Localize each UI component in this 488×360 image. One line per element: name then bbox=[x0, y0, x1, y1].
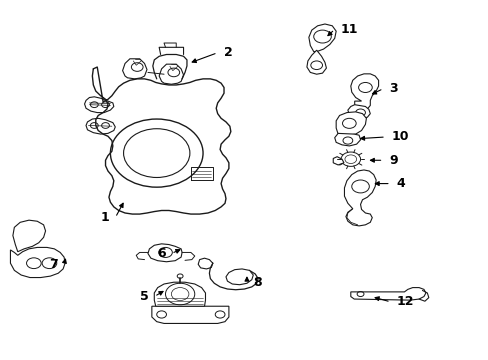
Polygon shape bbox=[350, 288, 425, 300]
Polygon shape bbox=[306, 50, 326, 74]
Text: 6: 6 bbox=[157, 247, 165, 260]
Polygon shape bbox=[13, 220, 45, 252]
Polygon shape bbox=[148, 244, 182, 262]
Text: 7: 7 bbox=[49, 258, 58, 271]
Polygon shape bbox=[84, 97, 114, 113]
Polygon shape bbox=[332, 157, 343, 165]
Text: 9: 9 bbox=[388, 154, 397, 167]
Polygon shape bbox=[350, 74, 378, 110]
Polygon shape bbox=[344, 170, 375, 226]
Text: 11: 11 bbox=[340, 23, 357, 36]
Polygon shape bbox=[152, 306, 228, 323]
Polygon shape bbox=[122, 59, 147, 79]
Polygon shape bbox=[10, 247, 65, 278]
Polygon shape bbox=[308, 24, 335, 51]
Text: 5: 5 bbox=[140, 290, 148, 303]
Text: 10: 10 bbox=[391, 130, 408, 144]
Polygon shape bbox=[347, 105, 369, 118]
Text: 4: 4 bbox=[396, 177, 405, 190]
Polygon shape bbox=[86, 118, 115, 134]
Text: 3: 3 bbox=[388, 82, 397, 95]
Text: 2: 2 bbox=[223, 46, 232, 59]
Polygon shape bbox=[334, 134, 360, 146]
Polygon shape bbox=[159, 64, 183, 84]
Text: 8: 8 bbox=[252, 276, 261, 289]
Text: 1: 1 bbox=[101, 211, 109, 224]
Polygon shape bbox=[335, 112, 366, 135]
Text: 12: 12 bbox=[396, 296, 413, 309]
Polygon shape bbox=[154, 282, 205, 306]
